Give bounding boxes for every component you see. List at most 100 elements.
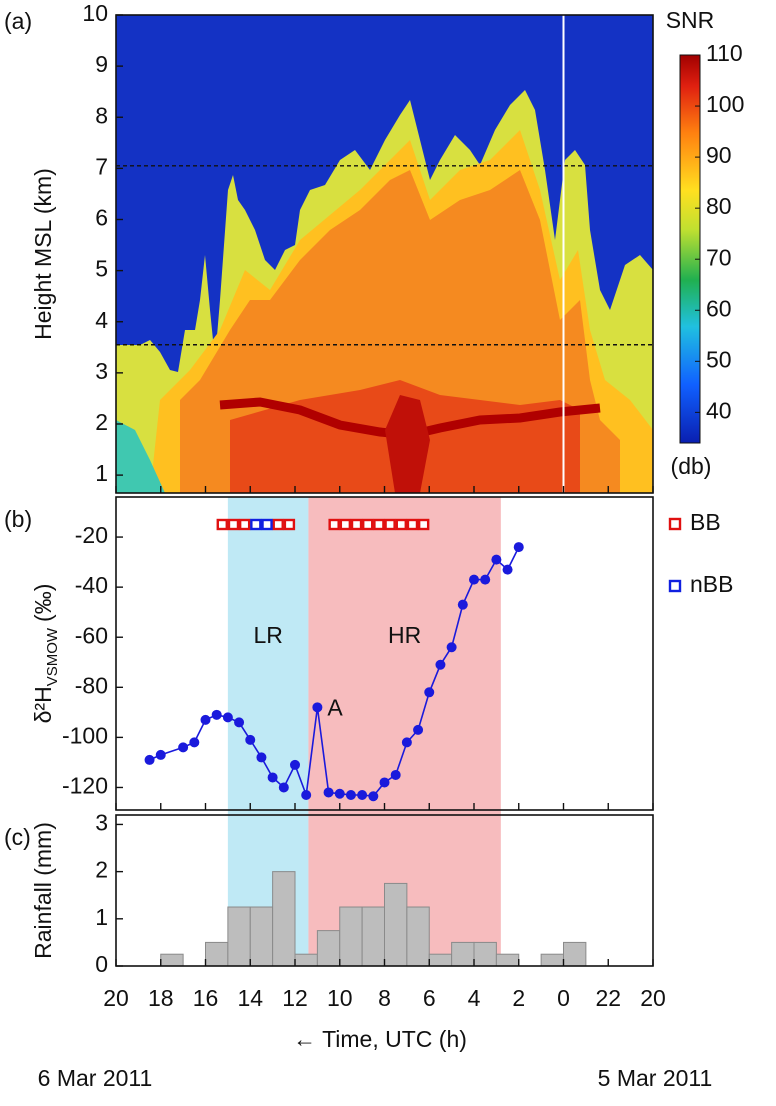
colorbar-tick-label: 110 [706, 40, 743, 66]
marker-0 [238, 518, 251, 531]
marker-0 [373, 518, 385, 531]
bar [384, 882, 408, 967]
y-tick-label: 1 [95, 460, 108, 486]
data-point [446, 642, 457, 653]
region [227, 497, 309, 966]
y-tick-label: 1 [95, 904, 108, 930]
x-tick-label: 6 [423, 985, 436, 1011]
bar [428, 953, 453, 967]
data-point [345, 789, 356, 800]
colorbar-unit: (db) [671, 453, 712, 479]
data-point [267, 772, 278, 783]
x-tick-label: 20 [103, 985, 129, 1011]
data-point [469, 574, 479, 585]
data-point [401, 737, 412, 748]
date-label: 5 Mar 2011 [598, 1065, 713, 1091]
bar [406, 906, 430, 967]
x-tick-label: 14 [237, 985, 263, 1011]
y-tick-label: 7 [95, 153, 108, 179]
data-point [368, 791, 379, 802]
data-point [278, 782, 289, 793]
bar [272, 871, 296, 967]
x-axis-label: ← Time, UTC (h) [293, 1026, 467, 1052]
colorbar-tick-label: 50 [706, 346, 732, 372]
y-tick-label: 3 [95, 810, 108, 836]
legend-marker [668, 579, 682, 593]
bar [563, 941, 587, 967]
y-axis-label: Rainfall (mm) [30, 822, 56, 959]
x-tick-label: 20 [640, 985, 666, 1011]
data-point [513, 542, 524, 553]
bar [451, 941, 475, 967]
y-axis-label-part: Rainfall (mm) [30, 822, 56, 959]
y-tick-label: 5 [95, 256, 108, 282]
colorbar [679, 54, 701, 444]
y-tick-label: 0 [95, 951, 108, 977]
data-point [424, 687, 435, 698]
bar [294, 953, 318, 967]
y-tick-label: 2 [95, 857, 108, 883]
marker-0 [339, 518, 352, 531]
data-point [245, 734, 256, 745]
data-point [491, 554, 502, 565]
region-label: LR [253, 622, 282, 648]
data-point [200, 714, 211, 725]
marker-0 [227, 518, 240, 531]
data-point [234, 717, 245, 728]
colorbar-title: SNR [666, 7, 715, 33]
data-point [222, 712, 233, 723]
bar [205, 941, 229, 967]
x-tick-label: 12 [282, 985, 308, 1011]
y-tick-label: 4 [95, 307, 108, 333]
data-point [290, 759, 300, 770]
x-tick-label: 16 [193, 985, 219, 1011]
bar [316, 930, 341, 967]
data-point [301, 789, 312, 800]
bar [473, 941, 497, 967]
colorbar-tick-label: 90 [706, 142, 732, 168]
data-point [390, 769, 401, 780]
panel-label: (c) [4, 824, 31, 850]
y-tick-label: 8 [95, 102, 108, 128]
y-tick-label: -120 [62, 773, 108, 799]
data-point [480, 574, 491, 585]
bar [249, 906, 274, 967]
y-tick-label: 3 [95, 358, 108, 384]
data-point [211, 709, 222, 720]
bar [339, 906, 363, 967]
data-point [178, 742, 189, 753]
legend-label: nBB [690, 571, 733, 597]
y-axis-label-part: Height MSL (km) [30, 168, 56, 340]
legend-marker [668, 517, 682, 531]
y-tick-label: -100 [62, 722, 108, 748]
region-label: HR [388, 622, 421, 648]
y-axis-label-part: δ²H [30, 686, 56, 723]
y-tick-label: -20 [75, 522, 108, 548]
bar [160, 953, 184, 967]
y-tick-label: 2 [95, 409, 108, 435]
marker-0 [272, 518, 284, 531]
data-point [413, 724, 424, 735]
data-point [256, 752, 267, 763]
y-axis-label-part: VSMOW [44, 627, 61, 686]
radar-image [116, 15, 653, 493]
y-tick-label: 10 [82, 0, 108, 26]
marker-0 [350, 518, 363, 531]
colorbar-tick-label: 40 [706, 397, 732, 423]
data-point [323, 787, 334, 798]
colorbar-tick-label: 60 [706, 295, 732, 321]
colorbar-tick-label: 80 [706, 193, 732, 219]
data-point [189, 737, 200, 748]
x-tick-label: 22 [595, 985, 621, 1011]
y-tick-label: -40 [75, 572, 108, 598]
marker-0 [406, 518, 419, 531]
data-point [435, 659, 446, 670]
panel-label: (b) [4, 506, 32, 532]
annotation: A [327, 694, 343, 720]
data-point [334, 788, 345, 799]
colorbar-tick-label: 100 [706, 91, 744, 117]
data-point [312, 702, 323, 713]
x-tick-label: 4 [468, 985, 481, 1011]
bar [495, 953, 520, 967]
y-tick-label: 9 [95, 51, 108, 77]
